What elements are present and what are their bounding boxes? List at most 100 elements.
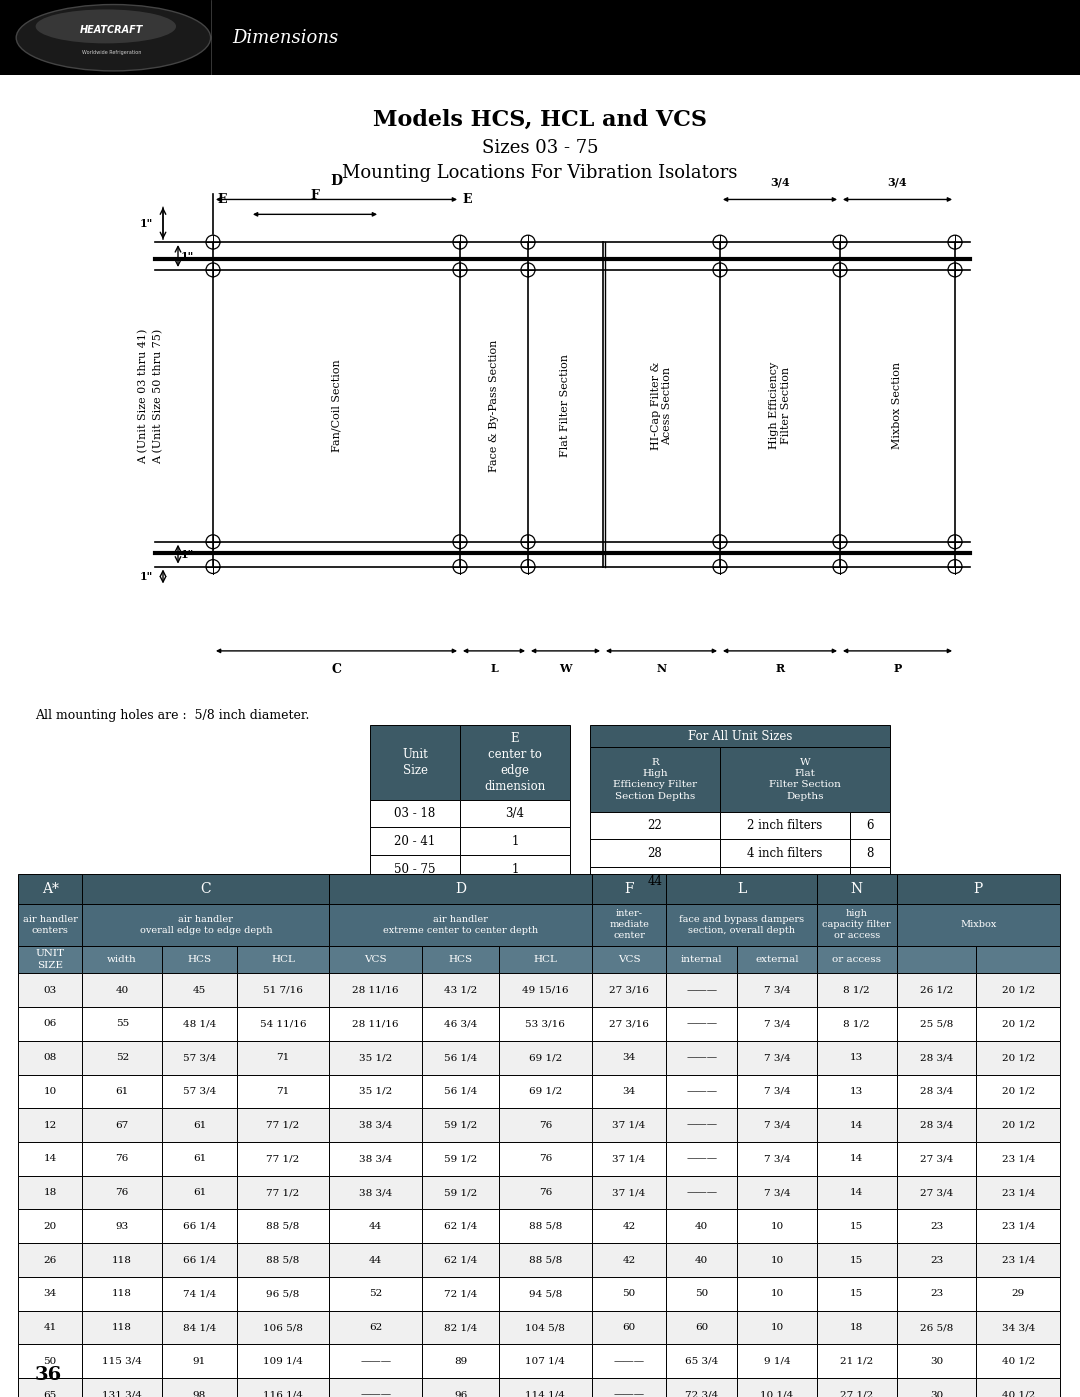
Text: 15: 15 (850, 1222, 863, 1231)
Bar (896, 974, 976, 1007)
Bar (720, 747, 890, 812)
Bar (370, 725, 460, 799)
Bar (976, 1041, 1059, 1074)
Text: 23 1/4: 23 1/4 (1001, 1256, 1035, 1264)
Bar (82, 1310, 162, 1344)
Text: or access: or access (833, 956, 881, 964)
Bar (18, 904, 82, 946)
Text: Mixbox Section: Mixbox Section (892, 362, 903, 450)
Text: N: N (851, 882, 863, 895)
Bar (590, 868, 720, 895)
Bar (666, 1344, 738, 1379)
Bar (82, 1344, 162, 1379)
Text: N: N (657, 662, 666, 673)
Bar (666, 1007, 738, 1041)
Bar (592, 1277, 666, 1310)
Text: 49 15/16: 49 15/16 (523, 986, 569, 995)
Bar (162, 1176, 237, 1210)
Text: 7 3/4: 7 3/4 (764, 1087, 791, 1095)
Text: 43 1/2: 43 1/2 (444, 986, 477, 995)
Text: 67: 67 (116, 1120, 129, 1130)
Text: 37 1/4: 37 1/4 (612, 1187, 646, 1197)
Text: 65 3/4: 65 3/4 (685, 1356, 718, 1366)
Text: 28 3/4: 28 3/4 (920, 1053, 954, 1062)
Bar (18, 1074, 82, 1108)
Bar (896, 1141, 976, 1176)
Bar (422, 1379, 499, 1397)
Bar (590, 747, 720, 812)
Bar (738, 1176, 816, 1210)
Bar (592, 875, 666, 904)
Text: 20 1/2: 20 1/2 (1001, 1020, 1035, 1028)
Bar (720, 868, 850, 895)
Text: 62 1/4: 62 1/4 (444, 1222, 477, 1231)
Text: 88 5/8: 88 5/8 (529, 1222, 562, 1231)
Bar (896, 1210, 976, 1243)
Text: 38 3/4: 38 3/4 (359, 1154, 392, 1164)
Bar (460, 855, 570, 883)
Bar (666, 1041, 738, 1074)
Text: 118: 118 (112, 1256, 132, 1264)
Bar (237, 974, 329, 1007)
Text: 59 1/2: 59 1/2 (444, 1187, 477, 1197)
Text: HCS: HCS (187, 956, 212, 964)
Text: 48 1/4: 48 1/4 (183, 1020, 216, 1028)
Text: 20 1/2: 20 1/2 (1001, 1087, 1035, 1095)
Bar (738, 1277, 816, 1310)
Text: W: W (559, 662, 571, 673)
Text: D: D (455, 882, 467, 895)
Text: 28 3/4: 28 3/4 (920, 1087, 954, 1095)
Text: 14: 14 (850, 1120, 863, 1130)
Text: 06: 06 (43, 1020, 57, 1028)
Text: inter-
mediate
center: inter- mediate center (609, 909, 649, 940)
Bar (329, 1041, 422, 1074)
Text: R: R (775, 662, 784, 673)
Bar (422, 1210, 499, 1243)
Text: 10: 10 (43, 1087, 57, 1095)
Bar (816, 1310, 896, 1344)
Bar (237, 1243, 329, 1277)
Text: 20: 20 (43, 1222, 57, 1231)
Text: 57 3/4: 57 3/4 (183, 1087, 216, 1095)
Text: 26 1/2: 26 1/2 (920, 986, 954, 995)
Bar (329, 1210, 422, 1243)
Ellipse shape (36, 10, 176, 43)
Text: 27 3/16: 27 3/16 (609, 986, 649, 995)
Text: HCL: HCL (271, 956, 295, 964)
Bar (976, 974, 1059, 1007)
Text: W
Flat
Filter Section
Depths: W Flat Filter Section Depths (769, 759, 841, 800)
Bar (237, 1210, 329, 1243)
Bar (590, 725, 890, 747)
Text: 72 3/4: 72 3/4 (685, 1390, 718, 1397)
Bar (896, 1243, 976, 1277)
Text: 44: 44 (369, 1222, 382, 1231)
Bar (666, 875, 816, 904)
Text: 55: 55 (116, 1020, 129, 1028)
Bar (816, 974, 896, 1007)
Text: 116 1/4: 116 1/4 (264, 1390, 302, 1397)
Text: 35 1/2: 35 1/2 (359, 1053, 392, 1062)
Text: All mounting holes are :  5/8 inch diameter.: All mounting holes are : 5/8 inch diamet… (35, 708, 309, 722)
Bar (738, 1310, 816, 1344)
Ellipse shape (16, 4, 211, 71)
Bar (499, 1074, 592, 1108)
Text: 84 1/4: 84 1/4 (183, 1323, 216, 1333)
Text: 76: 76 (116, 1154, 129, 1164)
Text: 40: 40 (116, 986, 129, 995)
Text: Worldwide Refrigeration: Worldwide Refrigeration (82, 50, 140, 56)
Text: 37 1/4: 37 1/4 (612, 1154, 646, 1164)
Text: 15: 15 (850, 1256, 863, 1264)
Bar (738, 1141, 816, 1176)
Text: ———: ——— (686, 1020, 717, 1028)
Text: 13: 13 (850, 1087, 863, 1095)
Bar (329, 904, 592, 946)
Text: 9 1/4: 9 1/4 (764, 1356, 791, 1366)
Text: Fan/Coil Section: Fan/Coil Section (332, 359, 341, 453)
Text: 76: 76 (539, 1187, 552, 1197)
Text: HCS: HCS (448, 956, 473, 964)
Bar (896, 1108, 976, 1141)
Bar (666, 1141, 738, 1176)
Bar (499, 1210, 592, 1243)
Bar (896, 1379, 976, 1397)
Text: 96: 96 (454, 1390, 468, 1397)
